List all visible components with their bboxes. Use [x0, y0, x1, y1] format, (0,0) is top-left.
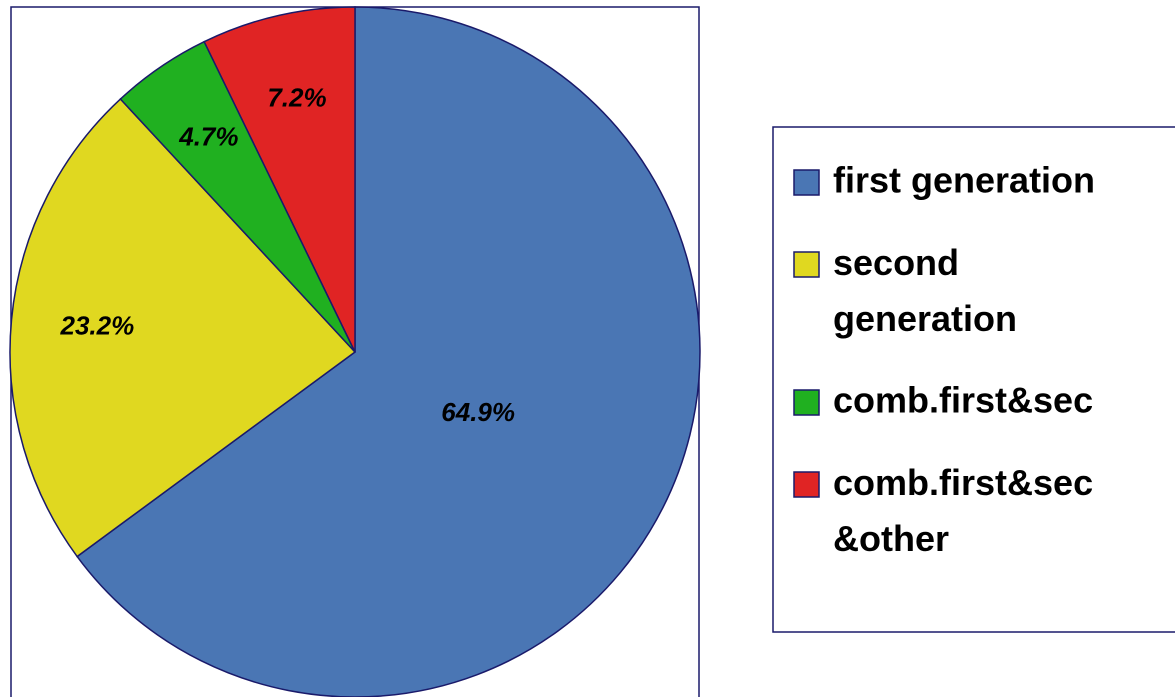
- legend-swatch: [793, 389, 820, 416]
- slice-label: 64.9%: [441, 397, 515, 427]
- legend-label: second generation: [833, 242, 1017, 339]
- legend-swatch: [793, 169, 820, 196]
- pie-slice: [9, 97, 357, 558]
- legend-label: comb.first&sec &other: [833, 462, 1093, 559]
- slice-label: 23.2%: [60, 311, 135, 341]
- legend-swatch: [793, 251, 820, 278]
- legend-label: comb.first&sec: [833, 380, 1093, 421]
- pie-slice: [203, 6, 356, 353]
- slice-label: 7.2%: [267, 83, 326, 113]
- legend-swatch: [793, 471, 820, 498]
- slice-label: 4.7%: [178, 121, 238, 151]
- legend-frame: [772, 126, 1175, 633]
- legend-label: first generation: [833, 160, 1095, 201]
- pie-slice: [76, 6, 701, 697]
